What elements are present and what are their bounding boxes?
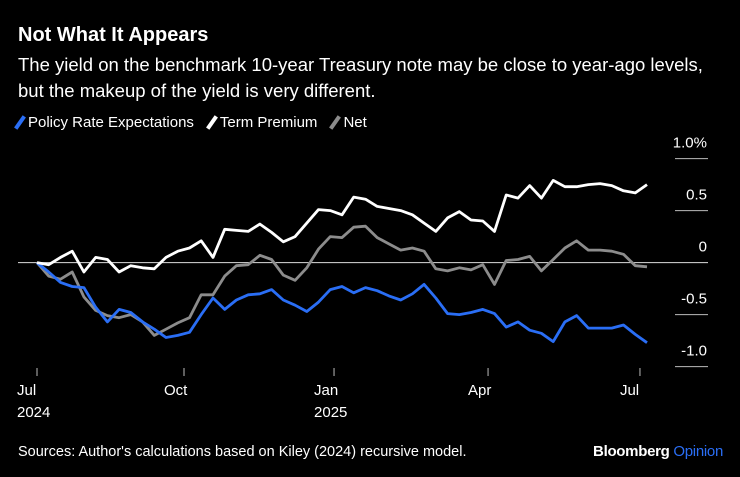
x-tick-label: Oct [163, 382, 188, 399]
x-tick-label: Jan 2025 [314, 382, 348, 421]
brand: Bloomberg Opinion [593, 443, 723, 460]
legend-item: Net [329, 114, 367, 131]
legend-item: Policy Rate Expectations [14, 114, 194, 131]
x-tick-label: Jul 2024 [17, 382, 51, 421]
chart-subtitle: The yield on the benchmark 10-year Treas… [18, 54, 703, 101]
legend: Policy Rate Expectations Term Premium Net [14, 114, 367, 131]
x-tick-label: Jul [619, 382, 640, 399]
legend-item: Term Premium [205, 114, 318, 131]
series-line [36, 261, 648, 344]
chart-title: Not What It Appears [18, 24, 209, 46]
source-note: Sources: Author's calculations based on … [18, 444, 467, 460]
legend-label: Term Premium [219, 114, 318, 131]
series-line [35, 224, 648, 337]
y-tick-label: 0.5 [686, 187, 707, 204]
series-line [36, 179, 648, 274]
y-tick-label: -1.0 [681, 343, 707, 360]
y-tick-label: 0 [699, 239, 707, 256]
legend-label: Policy Rate Expectations [28, 114, 194, 131]
brand-section: Opinion [673, 443, 723, 460]
y-tick-label: -0.5 [681, 291, 707, 308]
x-tick-label: Apr [468, 382, 492, 399]
brand-name: Bloomberg [593, 443, 670, 460]
legend-label: Net [343, 114, 367, 131]
y-tick-label: 1.0% [673, 135, 707, 152]
